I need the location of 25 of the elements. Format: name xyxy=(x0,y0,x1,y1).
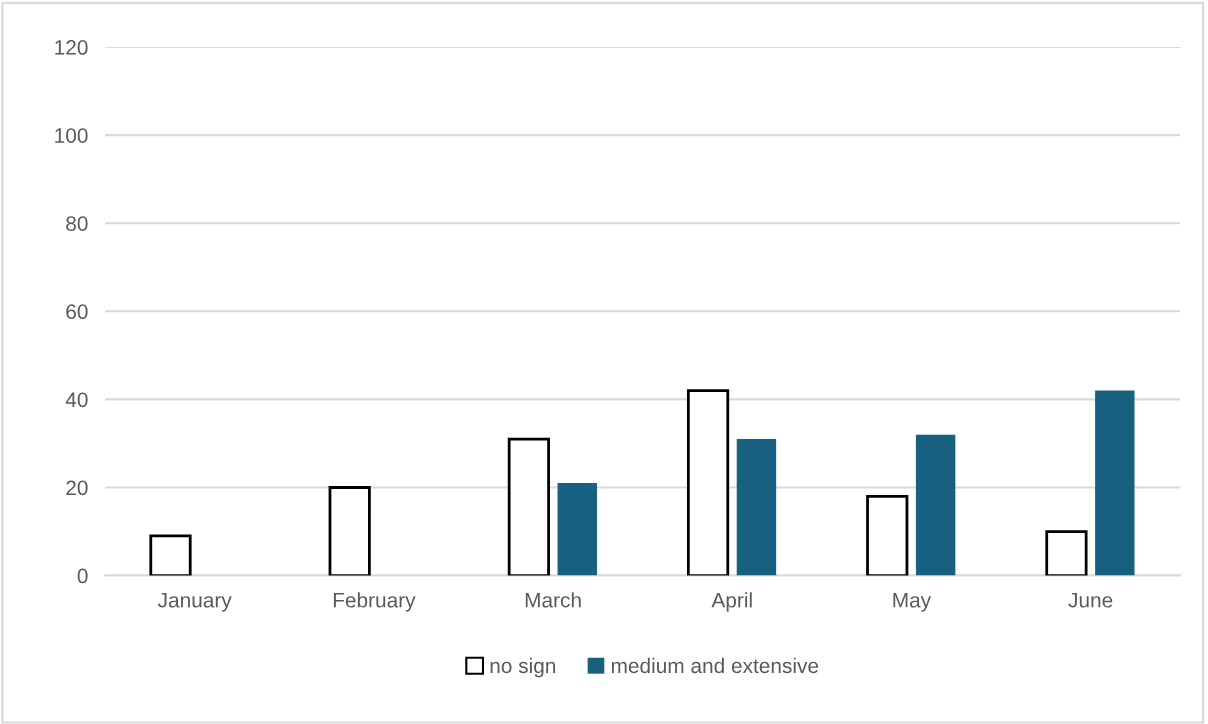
bar xyxy=(736,439,777,576)
y-tick-label: 100 xyxy=(55,128,88,143)
y-tick-label: 20 xyxy=(66,480,88,496)
bar xyxy=(149,534,192,576)
y-tick-label: 0 xyxy=(77,568,88,584)
x-tick-label: January xyxy=(157,593,232,612)
x-tick-label: April xyxy=(711,592,752,612)
x-tick-label: June xyxy=(1068,593,1113,608)
y-tick-label: 80 xyxy=(66,216,88,231)
bar xyxy=(866,494,909,576)
legend-label: medium and extensive xyxy=(611,657,819,674)
y-tick-label: 40 xyxy=(65,392,88,408)
bar xyxy=(686,389,730,576)
y-tick-label: 60 xyxy=(66,304,88,320)
x-tick-label: February xyxy=(333,592,416,612)
x-tick-label: March xyxy=(525,592,581,608)
bar xyxy=(328,486,371,576)
bar xyxy=(557,483,597,576)
bar xyxy=(1045,530,1088,576)
bar xyxy=(915,434,956,576)
bar xyxy=(507,437,550,576)
y-tick-label: 120 xyxy=(55,40,88,55)
x-tick-label: May xyxy=(893,593,932,612)
legend-label: no sign xyxy=(490,657,556,678)
bar xyxy=(1095,390,1135,576)
